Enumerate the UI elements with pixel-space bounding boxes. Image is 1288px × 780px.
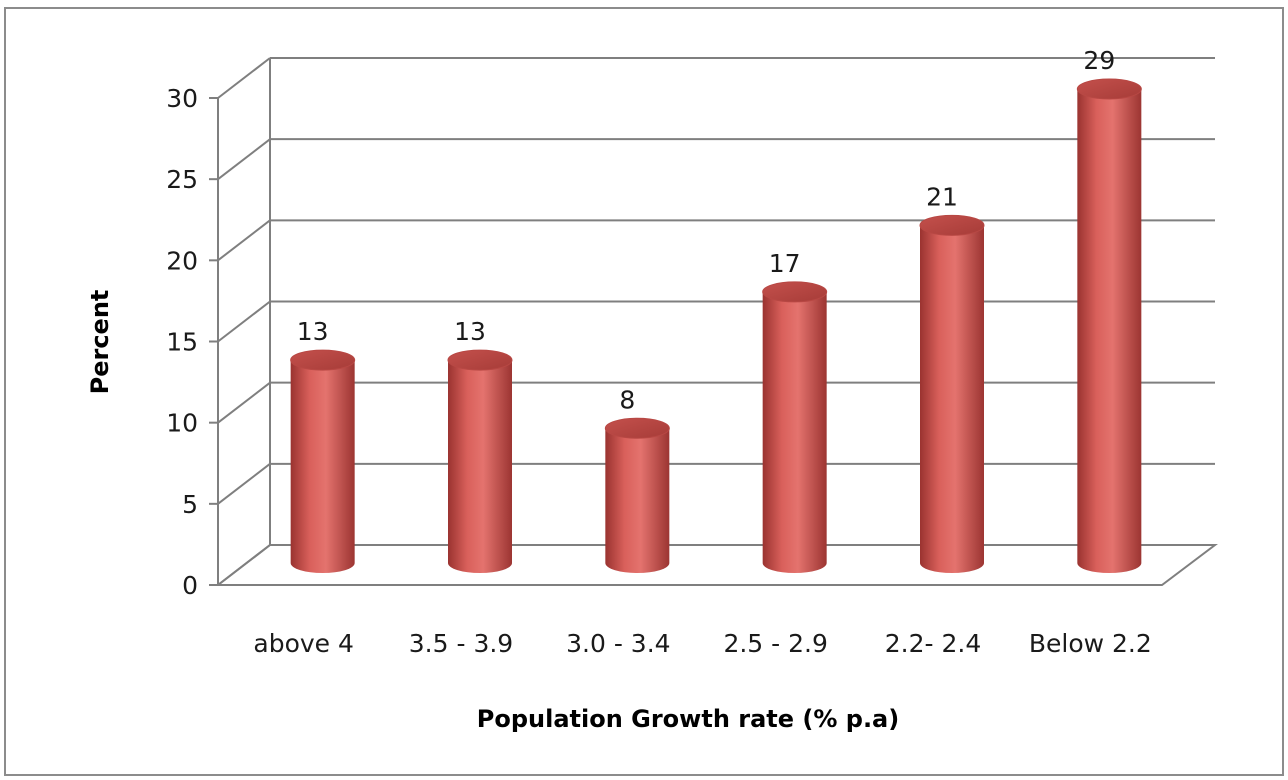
data-label: 8 [619,385,635,414]
bar-cap [1076,78,1142,100]
y-tick-label: 5 [182,490,198,519]
bar-cap [762,281,828,303]
bar-body [605,428,670,573]
y-tick-label: 30 [166,84,198,113]
bar-body [920,225,984,573]
y-tick-label: 25 [166,165,198,194]
y-axis-title: Percent [86,290,114,395]
gridline-side [217,381,271,424]
x-tick-label: 2.2- 2.4 [885,629,981,658]
bar-body [290,360,355,573]
y-tick-label: 10 [166,409,198,438]
data-label: 13 [454,317,486,346]
y-tick-label: 0 [182,571,198,600]
y-tick-label: 15 [166,328,198,357]
bars [290,78,1142,573]
x-axis-title: Population Growth rate (% p.a) [477,705,899,733]
grid-layer [215,57,1218,586]
y-tick-label: 20 [166,246,198,275]
bar-body [1077,88,1142,573]
x-tick-label: 2.5 - 2.9 [723,629,827,658]
gridline-side [217,463,271,505]
gridline-side [217,138,271,180]
y-ticks: 0 5 10 15 20 25 30 [166,84,218,600]
category-labels: above 4 3.5 - 3.9 3.0 - 3.4 2.5 - 2.9 2.2- 2… [253,629,1151,658]
bar [1076,78,1142,573]
x-tick-label: above 4 [253,629,354,658]
bar-cap [290,349,356,371]
bar [604,417,670,573]
data-label: 13 [297,317,329,346]
bar [919,214,985,573]
bar [447,349,513,573]
bar [290,349,356,573]
bar [762,281,828,573]
data-label: 17 [769,249,801,278]
data-label: 29 [1083,46,1115,75]
bar-cap [604,417,670,439]
gridline-side [217,57,271,99]
gridline-side [217,300,271,343]
gridline-side [217,219,271,262]
x-tick-label: 3.0 - 3.4 [566,629,670,658]
bar-body [762,291,827,573]
x-tick-label: Below 2.2 [1029,629,1152,658]
floor-plane [215,544,1218,586]
data-labels: 13 13 8 17 21 29 [297,46,1115,414]
x-tick-label: 3.5 - 3.9 [409,629,513,658]
bar-body [448,360,512,573]
bar-cap [447,349,513,371]
gridline-side [217,544,271,586]
data-label: 21 [926,182,958,211]
bar-cap [919,214,985,236]
